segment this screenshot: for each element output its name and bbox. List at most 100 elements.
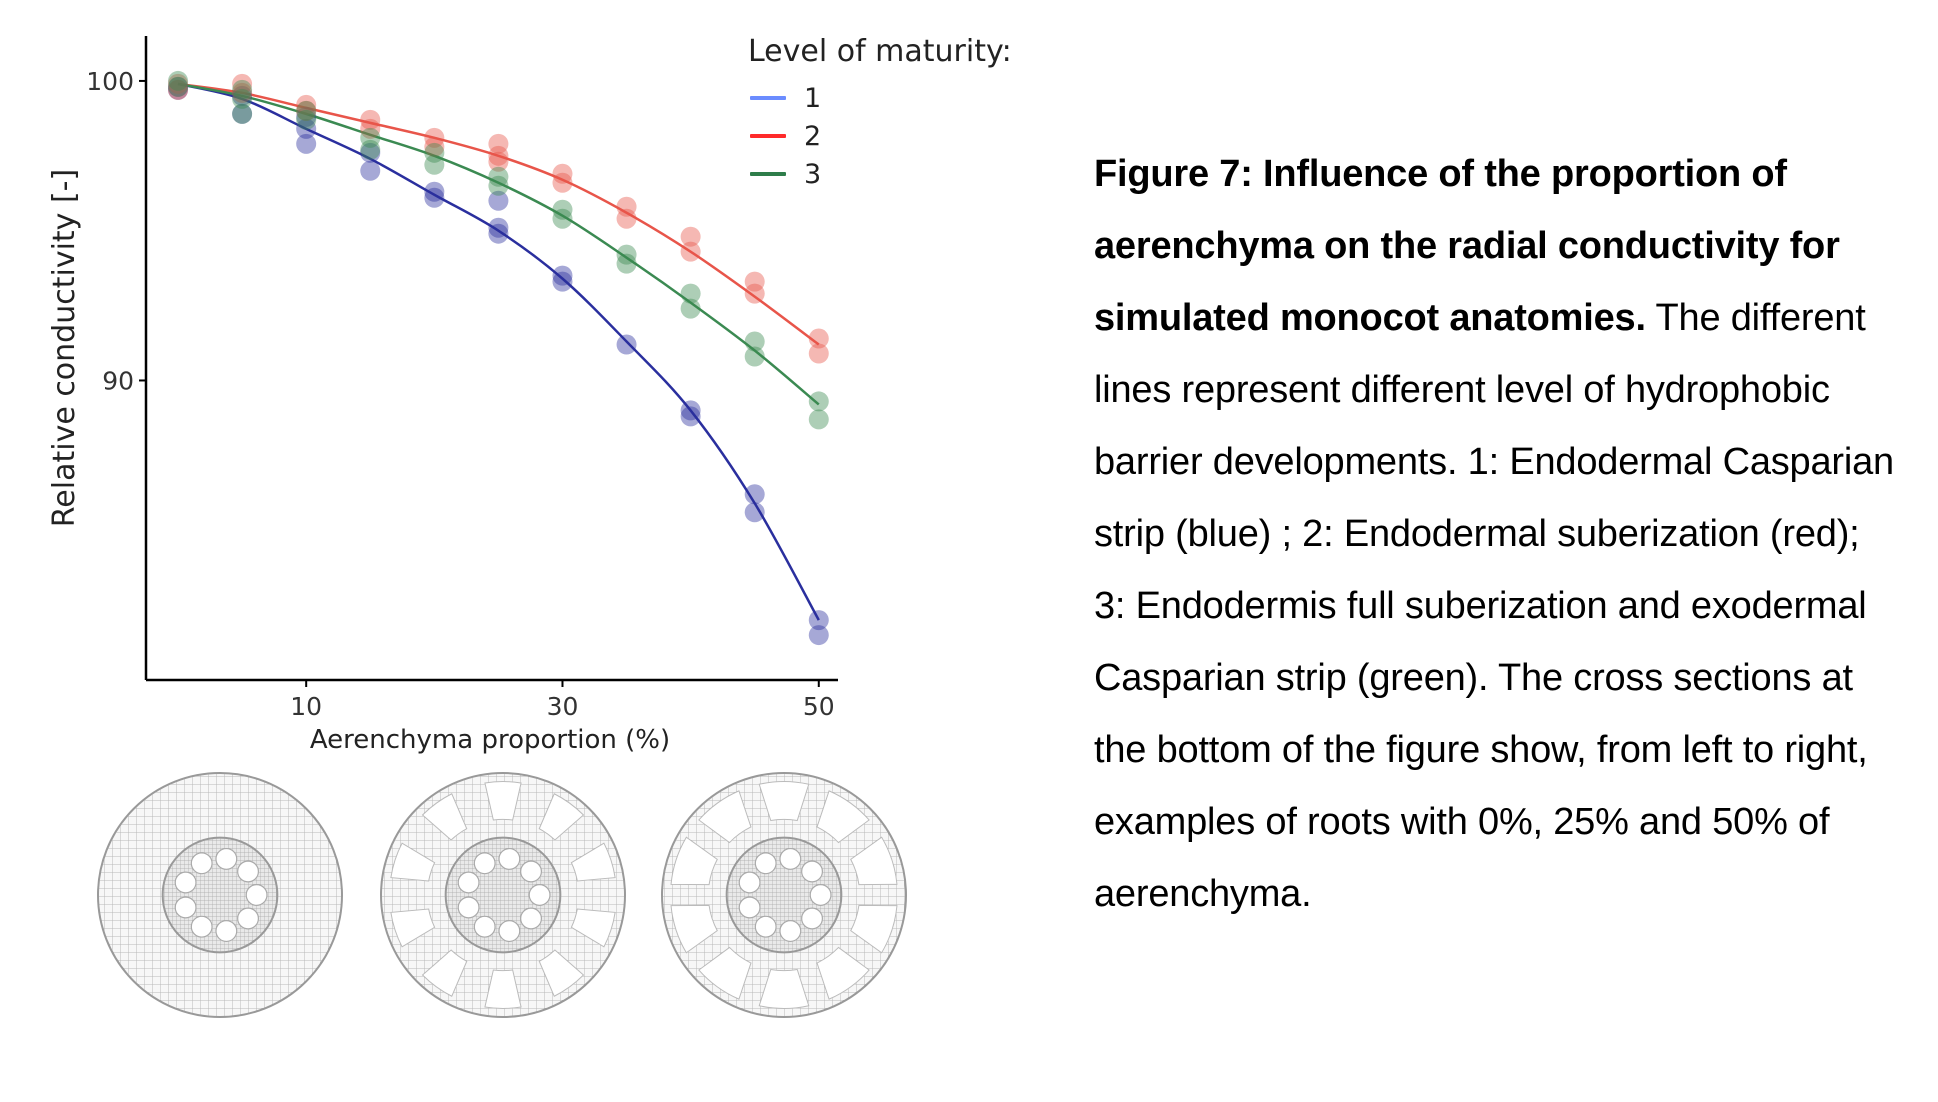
data-point-series-3	[744, 331, 765, 352]
fit-line-series-2	[177, 82, 820, 346]
xylem-vessel	[473, 852, 496, 875]
data-point-series-3	[616, 253, 637, 274]
aerenchyma-gap	[421, 949, 468, 997]
data-point-series-1	[168, 76, 189, 97]
root-cross-sections	[97, 772, 907, 1018]
cross-section-0-percent	[97, 772, 343, 1018]
data-point-series-1	[680, 400, 701, 421]
xylem-vessel	[245, 884, 268, 906]
data-point-series-1	[488, 223, 509, 244]
aerenchyma-gap	[816, 790, 870, 844]
aerenchyma-gap	[758, 968, 810, 1009]
data-point-series-1	[552, 265, 573, 286]
data-point-series-1	[744, 484, 765, 505]
xylem-vessel	[215, 847, 238, 870]
xylem-vessel	[473, 915, 496, 938]
data-point-series-1	[808, 625, 829, 646]
aerenchyma-gap	[698, 790, 752, 844]
fit-line-series-3	[177, 82, 820, 406]
xylem-vessel	[457, 871, 480, 894]
data-point-series-2	[424, 136, 445, 157]
data-points	[168, 70, 829, 646]
data-point-series-3	[424, 142, 445, 163]
aerenchyma-gap	[484, 781, 522, 821]
xylem-vessel	[520, 907, 543, 930]
data-point-series-1	[488, 190, 509, 211]
legend-swatch-1	[750, 96, 786, 100]
legend-label-2: 2	[804, 120, 822, 152]
data-point-series-2	[488, 151, 509, 172]
data-point-series-3	[232, 103, 253, 124]
data-point-series-3	[808, 391, 829, 412]
data-point-series-3	[680, 283, 701, 304]
data-point-series-1	[616, 334, 637, 355]
xylem-vessel	[779, 920, 802, 943]
data-point-series-2	[808, 328, 829, 349]
aerenchyma-gap	[390, 842, 436, 882]
data-point-series-2	[296, 94, 317, 115]
chart: 10 30 50 90 100 Aerenchyma proportion (%) Re…	[47, 36, 838, 755]
aerenchyma-gap	[538, 793, 585, 841]
aerenchyma-gap	[670, 904, 718, 954]
xylem-vessel	[801, 860, 824, 883]
data-point-series-2	[744, 271, 765, 292]
xylem-vessel	[738, 871, 761, 894]
xylem-vessel	[190, 915, 213, 938]
aerenchyma-gap	[484, 969, 522, 1009]
legend-item-2: 2	[748, 117, 1012, 155]
xylem-vessel	[174, 896, 197, 919]
aerenchyma-gap	[570, 908, 616, 948]
xylem-vessel	[754, 852, 777, 875]
figure-caption: Figure 7: Influence of the proportion of…	[1094, 138, 1894, 930]
data-point-series-3	[296, 100, 317, 121]
caption-body: The different lines represent different …	[1094, 297, 1894, 915]
data-point-series-2	[744, 283, 765, 304]
data-point-series-1	[552, 271, 573, 292]
aerenchyma-gap	[421, 793, 468, 841]
aerenchyma-gap	[816, 946, 870, 1000]
xylem-vessel	[174, 871, 197, 894]
data-point-series-3	[488, 175, 509, 196]
data-point-series-2	[616, 208, 637, 229]
caption-lead: Figure 7: Influence of the proportion of…	[1094, 153, 1840, 339]
data-point-series-1	[296, 118, 317, 139]
data-point-series-3	[296, 109, 317, 130]
aerenchyma-gap	[390, 908, 436, 948]
x-axis-label: Aerenchyma proportion (%)	[310, 725, 670, 755]
legend: Level of maturity: 1 2 3	[748, 34, 1012, 193]
data-point-series-1	[296, 106, 317, 127]
legend-label-3: 3	[804, 158, 822, 190]
data-point-series-2	[168, 79, 189, 100]
legend-label-1: 1	[804, 82, 822, 114]
y-tick-label: 90	[102, 366, 134, 395]
data-point-series-1	[744, 502, 765, 523]
y-tick-label: 100	[86, 67, 134, 96]
y-axis-label: Relative conductivity [-]	[47, 169, 82, 527]
data-point-series-1	[424, 187, 445, 208]
xylem-vessel	[457, 896, 480, 919]
data-point-series-2	[168, 73, 189, 94]
fit-lines	[177, 82, 820, 621]
x-tick-label: 50	[803, 692, 835, 721]
fit-line-series-1	[177, 82, 820, 621]
data-point-series-2	[680, 241, 701, 262]
xylem-vessel	[528, 884, 551, 906]
data-point-series-2	[808, 343, 829, 364]
legend-swatch-3	[750, 172, 786, 176]
data-point-series-2	[552, 163, 573, 184]
data-point-series-1	[168, 79, 189, 100]
data-point-series-2	[424, 127, 445, 148]
xylem-vessel	[779, 847, 802, 870]
data-point-series-1	[232, 85, 253, 106]
data-point-series-2	[232, 73, 253, 94]
cross-section-50-percent	[661, 772, 907, 1018]
data-point-series-2	[360, 118, 381, 139]
xylem-vessel	[237, 907, 260, 930]
data-point-series-2	[616, 196, 637, 217]
xylem-vessel	[237, 860, 260, 883]
data-point-series-3	[232, 88, 253, 109]
data-point-series-1	[488, 217, 509, 238]
data-point-series-1	[360, 160, 381, 181]
data-point-series-2	[552, 172, 573, 193]
